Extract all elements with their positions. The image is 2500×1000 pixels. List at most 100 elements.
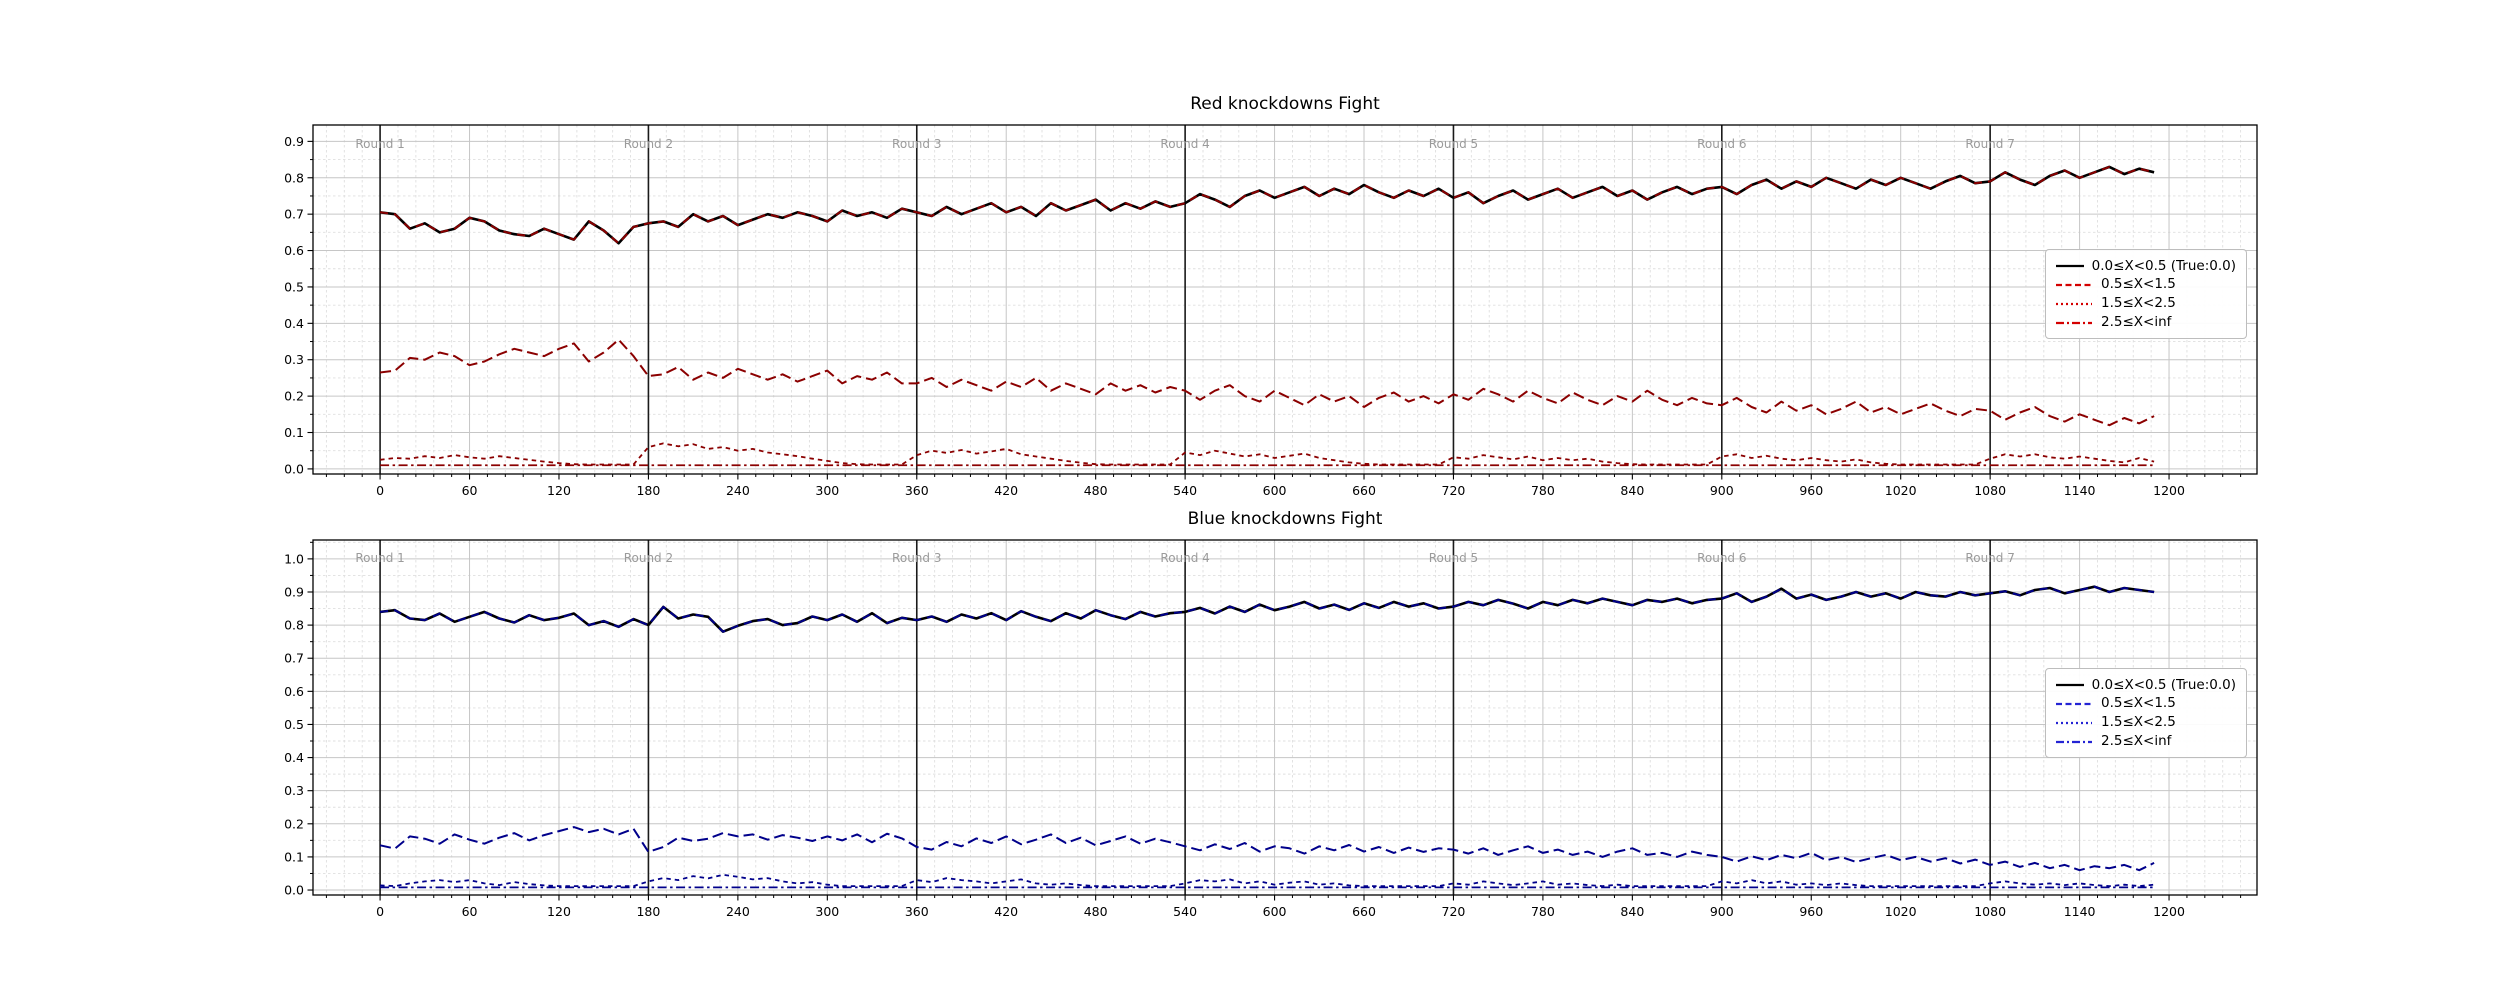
x-tick-label: 900: [1710, 904, 1734, 919]
y-tick-label: 0.7: [284, 651, 304, 666]
legend-line-sample-icon: [2056, 703, 2092, 706]
x-tick-label: 420: [994, 483, 1018, 498]
y-tick-label: 0.9: [284, 584, 304, 599]
round-label: Round 1: [355, 137, 404, 151]
y-tick-label: 0.3: [284, 783, 304, 798]
y-tick-label: 0.2: [284, 816, 304, 831]
red-chart-prob-0.0-0.5-true-line: [379, 165, 2155, 245]
x-tick-label: 960: [1799, 483, 1823, 498]
x-tick-label: 660: [1352, 483, 1376, 498]
red-chart-prob-0.5-1.5-line: [379, 338, 2155, 427]
legend-item: 0.0≤X<0.5 (True:0.0): [2055, 676, 2236, 695]
round-label: Round 3: [892, 551, 941, 565]
x-tick-label: 840: [1620, 483, 1644, 498]
legend-item: 0.5≤X<1.5: [2055, 276, 2236, 295]
blue-chart-prob-1.5-2.5-line: [380, 873, 2155, 887]
y-tick-label: 0.6: [284, 684, 304, 699]
x-tick-label: 300: [815, 483, 839, 498]
plot-border: [312, 124, 2258, 475]
legend-line-sample-icon: [2056, 321, 2092, 324]
blue-chart-prob-0.5-1.5-line: [379, 826, 2155, 872]
y-tick-label: 0.1: [284, 849, 304, 864]
x-tick-label: 780: [1531, 904, 1555, 919]
x-tick-label: 1140: [2064, 483, 2096, 498]
x-tick-label: 960: [1799, 904, 1823, 919]
round-label: Round 4: [1160, 137, 1209, 151]
y-tick-label: 0.0: [284, 883, 304, 898]
x-tick-label: 60: [462, 904, 478, 919]
x-tick-label: 1200: [2153, 904, 2185, 919]
y-tick-label: 0.8: [284, 618, 304, 633]
blue-chart-prob-0.0-0.5-overlay-line: [379, 585, 2155, 633]
round-label: Round 5: [1429, 137, 1478, 151]
round-label: Round 5: [1429, 551, 1478, 565]
blue-chart-group: Round 1 Round 2 Round 3 Round 4 Round 5 Round…: [284, 539, 2258, 919]
x-tick-label: 0: [376, 483, 384, 498]
y-tick-label: 0.1: [284, 425, 304, 440]
y-tick-label: 0.5: [284, 279, 304, 294]
legend-item-label: 0.5≤X<1.5: [2101, 695, 2176, 712]
red-chart-prob-1.5-2.5-line: [379, 442, 2155, 466]
round-label: Round 6: [1697, 551, 1746, 565]
legend-item-label: 0.0≤X<0.5 (True:0.0): [2091, 257, 2236, 274]
x-tick-label: 180: [636, 904, 660, 919]
red-chart-group: Round 1 Round 2 Round 3 Round 4 Round 5 Round…: [284, 124, 2258, 498]
axis-ticks: 0 60 120 180 240 300 360 420 480 540 600 660 720 780 8…: [284, 541, 2242, 919]
minor-grid: [313, 125, 2257, 474]
x-tick-label: 780: [1531, 483, 1555, 498]
blue-chart-legend: 0.0≤X<0.5 (True:0.0) 0.5≤X<1.5 1.5≤X<2.5 2.…: [2045, 668, 2247, 758]
red-chart-prob-0.0-0.5-overlay-line: [379, 165, 2155, 245]
legend-item: 2.5≤X<inf: [2055, 732, 2236, 751]
x-tick-label: 240: [726, 483, 750, 498]
legend-line-sample-icon: [2056, 302, 2092, 305]
legend-line-sample-icon: [2056, 684, 2084, 687]
x-tick-label: 1080: [1974, 483, 2006, 498]
x-tick-label: 600: [1263, 904, 1287, 919]
x-tick-label: 1200: [2153, 483, 2185, 498]
y-tick-label: 0.4: [284, 750, 304, 765]
legend-line-sample-icon: [2056, 721, 2092, 724]
legend-item: 1.5≤X<2.5: [2055, 295, 2236, 314]
x-tick-label: 420: [994, 904, 1018, 919]
round-label: Round 7: [1965, 551, 2014, 565]
y-tick-label: 0.9: [284, 134, 304, 149]
round-label: Round 3: [892, 137, 941, 151]
legend-line-sample-icon: [2056, 265, 2084, 268]
x-tick-label: 300: [815, 904, 839, 919]
legend-item-label: 0.5≤X<1.5: [2101, 276, 2176, 293]
red-chart-title: Red knockdowns Fight: [1190, 94, 1380, 114]
x-tick-label: 1140: [2064, 904, 2096, 919]
y-tick-label: 0.4: [284, 316, 304, 331]
x-tick-label: 840: [1620, 904, 1644, 919]
legend-item-label: 2.5≤X<inf: [2101, 732, 2172, 749]
y-tick-label: 0.2: [284, 389, 304, 404]
x-tick-label: 1080: [1974, 904, 2006, 919]
round-label: Round 2: [624, 137, 673, 151]
legend-item: 2.5≤X<inf: [2055, 313, 2236, 332]
legend-item-label: 0.0≤X<0.5 (True:0.0): [2091, 676, 2236, 693]
legend-line-sample-icon: [2056, 740, 2092, 743]
x-tick-label: 720: [1442, 483, 1466, 498]
x-tick-label: 60: [462, 483, 478, 498]
round-label: Round 4: [1160, 551, 1209, 565]
x-tick-label: 0: [376, 904, 384, 919]
red-chart-legend: 0.0≤X<0.5 (True:0.0) 0.5≤X<1.5 1.5≤X<2.5 2.…: [2045, 249, 2247, 339]
x-tick-label: 1020: [1885, 483, 1917, 498]
round-label: Round 6: [1697, 137, 1746, 151]
y-tick-label: 0.3: [284, 352, 304, 367]
x-tick-label: 720: [1442, 904, 1466, 919]
axis-ticks: 0 60 120 180 240 300 360 420 480 540 600 660 720 780 8…: [284, 134, 2242, 498]
y-tick-label: 0.8: [284, 170, 304, 185]
x-tick-label: 1020: [1885, 904, 1917, 919]
y-tick-label: 0.0: [284, 461, 304, 476]
x-tick-label: 900: [1710, 483, 1734, 498]
x-tick-label: 480: [1084, 483, 1108, 498]
legend-item: 1.5≤X<2.5: [2055, 714, 2236, 733]
x-tick-label: 540: [1173, 483, 1197, 498]
round-label: Round 2: [624, 551, 673, 565]
legend-item-label: 2.5≤X<inf: [2101, 313, 2172, 330]
x-tick-label: 660: [1352, 904, 1376, 919]
x-tick-label: 600: [1263, 483, 1287, 498]
